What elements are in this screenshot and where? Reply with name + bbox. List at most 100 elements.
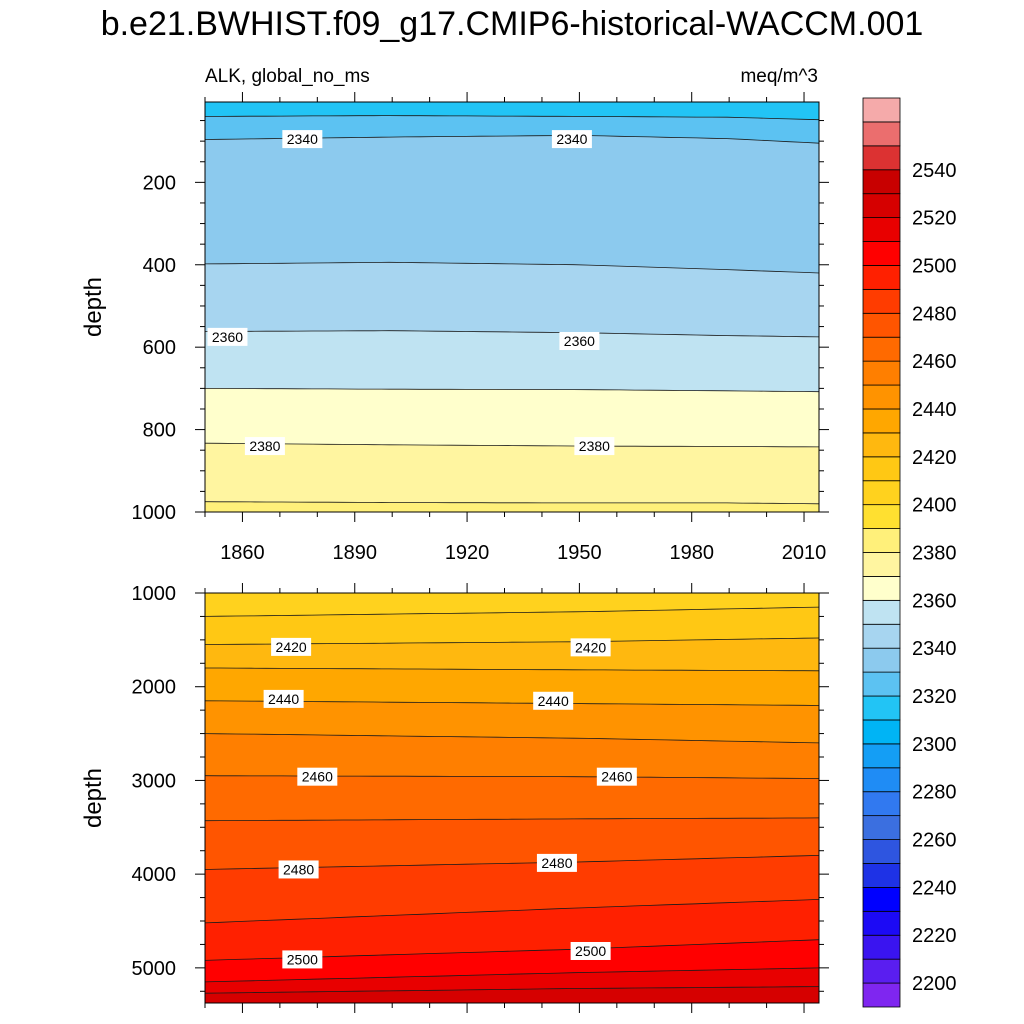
contour-band-2510 bbox=[205, 967, 819, 994]
contour-label: 2480 bbox=[278, 860, 319, 879]
contour-line-2340 bbox=[204, 261, 820, 274]
y-axis-label: depth bbox=[80, 768, 107, 828]
upper-panel: 2340 2340 2360 2360 2380 2380 1860 1890 1920 1950… bbox=[80, 92, 829, 564]
colorbar-box bbox=[862, 767, 901, 793]
contour-label-text: 2380 bbox=[249, 438, 280, 454]
contour-label: 2500 bbox=[570, 941, 611, 960]
colorbar-box bbox=[862, 145, 901, 171]
colorbar-box bbox=[862, 647, 901, 673]
y-tick-label: 1000 bbox=[132, 502, 177, 524]
contour-line-2470 bbox=[204, 817, 820, 822]
colorbar-box bbox=[862, 528, 901, 553]
colorbar-box bbox=[862, 623, 901, 649]
contour-label-text: 2500 bbox=[287, 951, 318, 967]
contour-label: 2440 bbox=[263, 689, 304, 708]
contour-label: 2340 bbox=[551, 130, 592, 149]
y-axis-label: depth bbox=[80, 277, 107, 337]
colorbar-box bbox=[862, 336, 901, 362]
contour-band-2380 bbox=[205, 501, 819, 512]
contour-label: 2380 bbox=[574, 437, 615, 456]
colorbar-label: 2240 bbox=[912, 877, 957, 899]
colorbar-box bbox=[862, 217, 901, 242]
contour-line-2410 bbox=[204, 606, 820, 617]
colorbar-box bbox=[862, 791, 901, 817]
contour-line-2430 bbox=[205, 667, 820, 672]
colorbar-box bbox=[862, 241, 901, 266]
y-tick-label: 3000 bbox=[132, 770, 177, 792]
contour-band-2370 bbox=[205, 443, 819, 504]
contour-band-2350 bbox=[205, 330, 819, 392]
contour-label: 2360 bbox=[207, 327, 248, 346]
colorbar-label: 2280 bbox=[912, 782, 957, 804]
contour-label: 2380 bbox=[244, 437, 285, 456]
colorbar-label: 2340 bbox=[912, 638, 957, 660]
y-tick-label: 2000 bbox=[132, 677, 177, 699]
contour-band-2470 bbox=[205, 817, 819, 870]
contour-label-text: 2420 bbox=[276, 639, 307, 655]
contour-line-2350 bbox=[205, 330, 820, 338]
contour-band-2410 bbox=[205, 607, 819, 645]
contour-band-2450 bbox=[205, 733, 819, 779]
colorbar-box bbox=[862, 360, 901, 386]
contour-label-text: 2360 bbox=[564, 333, 595, 349]
contour-label: 2460 bbox=[297, 767, 338, 786]
contour-line-2490 bbox=[204, 899, 820, 924]
colorbar-box bbox=[862, 193, 901, 219]
colorbar-box bbox=[862, 719, 901, 745]
colorbar-box bbox=[862, 958, 901, 984]
contour-label-text: 2380 bbox=[579, 438, 610, 454]
contour-line-2320 bbox=[205, 115, 820, 121]
contour-line-2370 bbox=[204, 442, 820, 448]
contour-band-2320 bbox=[205, 115, 819, 144]
contour-line-2520 bbox=[204, 986, 820, 994]
contour-band-2480 bbox=[205, 855, 819, 923]
contour-label-text: 2360 bbox=[212, 329, 243, 345]
colorbar-label: 2200 bbox=[912, 973, 957, 995]
colorbar-label: 2440 bbox=[912, 399, 957, 421]
contour-label: 2420 bbox=[570, 638, 611, 657]
colorbar-box bbox=[862, 863, 901, 888]
contour-label-text: 2340 bbox=[556, 131, 587, 147]
contour-label: 2340 bbox=[282, 130, 323, 149]
units-label: meq/m^3 bbox=[740, 66, 818, 87]
colorbar-label: 2500 bbox=[912, 255, 957, 277]
contour-label: 2460 bbox=[596, 767, 637, 786]
contour-label-text: 2440 bbox=[268, 691, 299, 707]
contour-label: 2420 bbox=[271, 637, 312, 656]
colorbar-label: 2460 bbox=[912, 351, 957, 373]
colorbar-box bbox=[862, 815, 901, 840]
colorbar-label: 2360 bbox=[912, 590, 957, 612]
contour-band-2430 bbox=[205, 668, 819, 706]
contour-line-2450 bbox=[204, 733, 820, 744]
x-tick-label: 1950 bbox=[557, 542, 602, 564]
x-tick-label: 1980 bbox=[669, 542, 714, 564]
colorbar-box bbox=[862, 671, 901, 697]
panel-frame bbox=[204, 592, 820, 1004]
contour-line-2510 bbox=[204, 967, 820, 983]
contour-label: 2440 bbox=[533, 691, 574, 710]
contour-band-2490 bbox=[205, 899, 819, 961]
colorbar-box bbox=[862, 886, 901, 912]
colorbar-label: 2260 bbox=[912, 830, 957, 852]
colorbar-box bbox=[862, 910, 901, 936]
colorbar-box bbox=[862, 408, 901, 434]
contour-band-2420 bbox=[205, 638, 819, 671]
y-tick-label: 200 bbox=[143, 172, 176, 194]
colorbar-box bbox=[862, 504, 901, 529]
y-tick-label: 4000 bbox=[132, 864, 177, 886]
x-tick-label: 1860 bbox=[220, 542, 265, 564]
contour-label-text: 2460 bbox=[302, 769, 333, 785]
contour-band-2440 bbox=[205, 700, 819, 743]
contour-label-text: 2500 bbox=[575, 943, 606, 959]
y-tick-label: 5000 bbox=[132, 958, 177, 980]
contour-band-2460 bbox=[205, 775, 819, 821]
contour-band-2520 bbox=[205, 986, 819, 1003]
chart-title: b.e21.BWHIST.f09_g17.CMIP6-historical-WA… bbox=[101, 5, 924, 43]
colorbar-box bbox=[862, 839, 901, 864]
variable-label: ALK, global_no_ms bbox=[205, 66, 370, 87]
y-tick-label: 400 bbox=[143, 255, 176, 277]
colorbar-box bbox=[862, 384, 901, 410]
colorbar-label: 2300 bbox=[912, 734, 957, 756]
colorbar-label: 2400 bbox=[912, 495, 957, 517]
contour-band-2340 bbox=[205, 262, 819, 337]
